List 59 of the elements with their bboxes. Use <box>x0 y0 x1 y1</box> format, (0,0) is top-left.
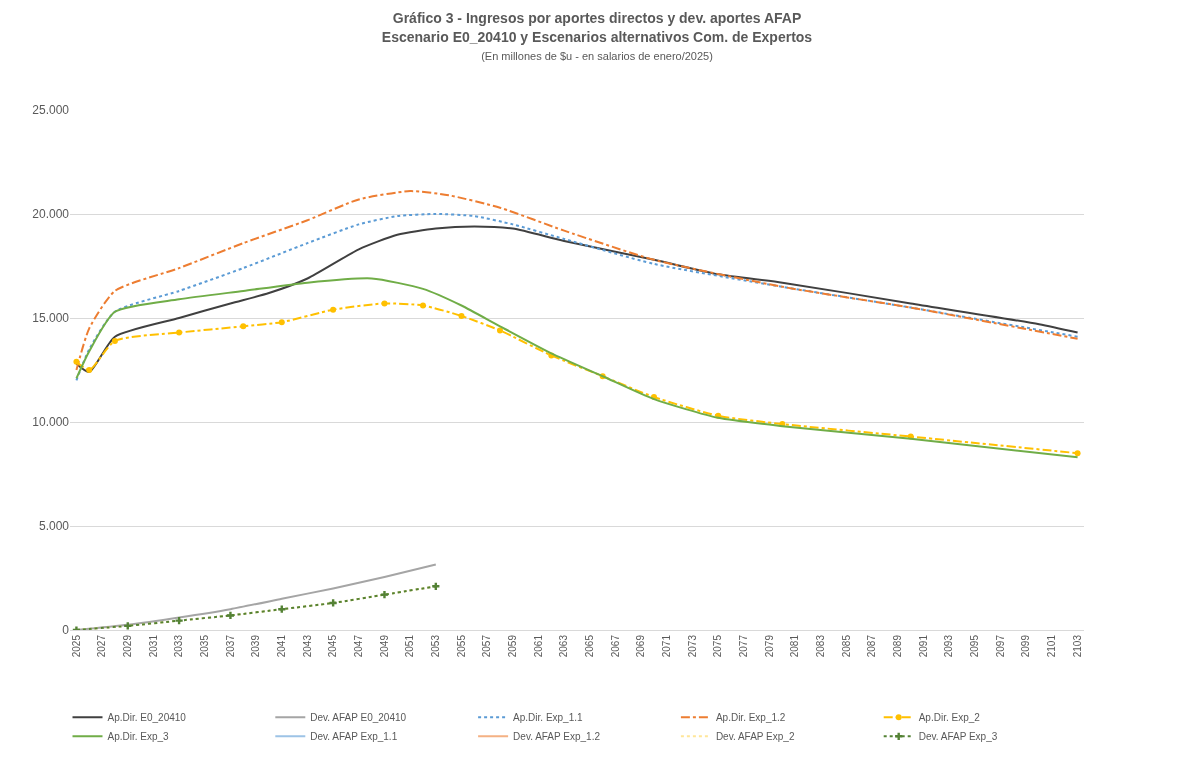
x-tick-label: 2079 <box>763 634 775 658</box>
x-tick-label: 2061 <box>532 634 544 658</box>
x-tick-label: 2025 <box>70 634 82 658</box>
legend-label: Dev. AFAP Exp_3 <box>918 731 998 743</box>
x-tick-label: 2029 <box>122 634 134 658</box>
x-tick-label: 2063 <box>558 634 570 658</box>
legend-label: Ap.Dir. E0_20410 <box>107 712 187 724</box>
x-tick-label: 2085 <box>840 634 852 658</box>
x-tick-label: 2037 <box>224 634 236 658</box>
x-tick-label: 2051 <box>404 634 416 658</box>
y-tick-label: 20.000 <box>32 207 70 222</box>
legend-label: Dev. AFAP Exp_1.1 <box>310 731 398 743</box>
x-tick-label: 2039 <box>250 634 262 658</box>
x-tick-label: 2081 <box>789 634 801 658</box>
x-tick-label: 2095 <box>969 634 981 658</box>
legend-label: Dev. AFAP E0_20410 <box>310 712 407 724</box>
legend-label: Ap.Dir. Exp_2 <box>918 712 981 724</box>
legend-label: Ap.Dir. Exp_1.1 <box>513 712 584 724</box>
y-tick-label: 25.000 <box>32 103 70 118</box>
x-tick-label: 2057 <box>481 634 493 658</box>
legend-label: Dev. AFAP Exp_1.2 <box>513 731 601 743</box>
x-tick-label: 2071 <box>661 634 673 658</box>
legend-label: Ap.Dir. Exp_3 <box>107 731 170 743</box>
x-tick-label: 2053 <box>430 634 442 658</box>
x-tick-label: 2099 <box>1020 634 1032 658</box>
x-tick-label: 2093 <box>943 634 955 658</box>
x-tick-label: 2033 <box>173 634 185 658</box>
x-tick-label: 2031 <box>147 634 159 658</box>
x-tick-label: 2055 <box>455 634 467 658</box>
chart-subtitle: Escenario E0_20410 y Escenarios alternativos Com. de Expertos <box>381 28 813 45</box>
x-tick-label: 2077 <box>738 634 750 658</box>
x-tick-label: 2083 <box>815 634 827 658</box>
y-tick-label: 0 <box>62 623 70 638</box>
x-tick-label: 2097 <box>994 634 1006 658</box>
x-tick-label: 2065 <box>584 634 596 658</box>
x-tick-label: 2027 <box>96 634 108 658</box>
x-tick-label: 2069 <box>635 634 647 658</box>
legend-label: Dev. AFAP Exp_2 <box>715 731 795 743</box>
x-tick-label: 2073 <box>686 634 698 658</box>
y-tick-label: 5.000 <box>38 519 70 534</box>
x-tick-label: 2041 <box>276 634 288 658</box>
x-tick-label: 2045 <box>327 634 339 658</box>
x-tick-label: 2103 <box>1071 634 1083 658</box>
x-tick-label: 2067 <box>609 634 621 658</box>
x-tick-label: 2059 <box>507 634 519 658</box>
x-tick-label: 2075 <box>712 634 724 658</box>
x-tick-label: 2047 <box>353 634 365 658</box>
x-tick-label: 2101 <box>1046 634 1058 658</box>
x-tick-label: 2035 <box>199 634 211 658</box>
x-tick-label: 2091 <box>917 634 929 658</box>
text: (En millones de $u - en salarios de enero/2025) <box>481 49 713 62</box>
y-tick-label: 15.000 <box>32 311 70 326</box>
legend-label: Ap.Dir. Exp_1.2 <box>715 712 786 724</box>
y-tick-label: 10.000 <box>32 415 70 430</box>
x-tick-label: 2087 <box>866 634 878 658</box>
chart-title: Gráfico 3 - Ingresos por aportes directos y dev. aportes AFAP <box>392 10 802 27</box>
x-tick-label: 2043 <box>301 634 313 658</box>
x-tick-label: 2089 <box>892 634 904 658</box>
x-tick-label: 2049 <box>378 634 390 658</box>
